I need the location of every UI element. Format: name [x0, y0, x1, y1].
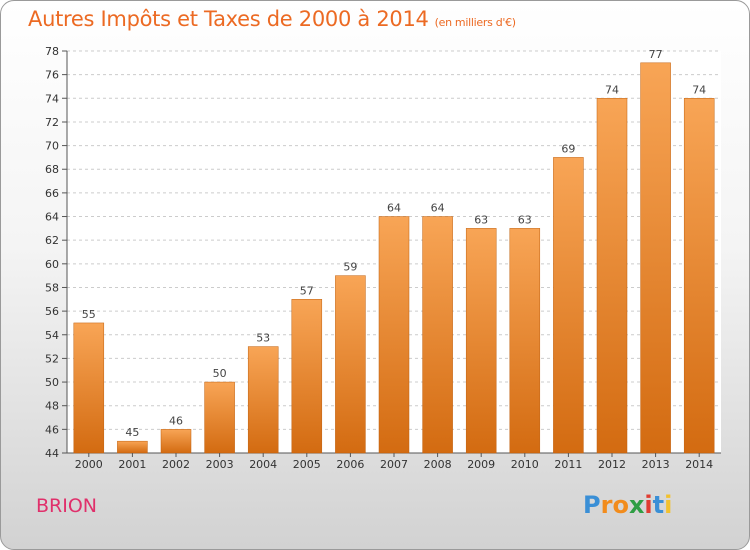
y-tick-label: 70: [45, 140, 59, 153]
x-tick-label: 2009: [467, 458, 495, 471]
x-tick-label: 2010: [511, 458, 539, 471]
bar: [509, 228, 541, 454]
commune-name: BRION: [36, 495, 98, 517]
y-tick-label: 74: [45, 92, 59, 105]
y-tick-label: 56: [45, 305, 59, 318]
bar: [378, 216, 410, 454]
y-tick-label: 46: [45, 423, 59, 436]
x-tick-label: 2004: [249, 458, 277, 471]
x-tick-label: 2005: [293, 458, 321, 471]
bar: [335, 275, 366, 454]
value-label: 45: [125, 426, 139, 439]
x-tick-label: 2007: [380, 458, 408, 471]
y-tick-label: 52: [45, 352, 59, 365]
title-text: Autres Impôts et Taxes de 2000 à 2014: [28, 7, 429, 31]
bar: [553, 157, 584, 454]
x-tick-label: 2003: [206, 458, 234, 471]
logo-letter: i: [644, 491, 653, 519]
y-tick-label: 68: [45, 163, 59, 176]
bar: [683, 98, 715, 454]
x-tick-label: 2006: [336, 458, 364, 471]
value-label: 59: [343, 261, 357, 274]
y-tick-label: 58: [45, 281, 59, 294]
y-tick-label: 78: [45, 45, 59, 58]
y-tick-label: 76: [45, 69, 59, 82]
x-tick-label: 2000: [75, 458, 103, 471]
value-label: 63: [518, 213, 532, 226]
logo-letter: P: [583, 491, 601, 519]
logo-letter: x: [628, 491, 645, 519]
logo-letter: r: [600, 491, 613, 519]
y-tick-label: 66: [45, 187, 59, 200]
value-label: 55: [82, 308, 96, 321]
x-tick-label: 2012: [598, 458, 626, 471]
chart-title: Autres Impôts et Taxes de 2000 à 2014 (en…: [28, 7, 516, 31]
proxiti-logo: Proxiti: [583, 491, 672, 519]
bar: [465, 228, 497, 454]
y-tick-label: 62: [45, 234, 59, 247]
value-label: 74: [605, 83, 619, 96]
value-label: 64: [431, 202, 445, 215]
value-label: 69: [561, 142, 575, 155]
value-label: 53: [256, 332, 270, 345]
bar: [73, 322, 105, 454]
y-tick-label: 44: [45, 447, 59, 460]
x-tick-label: 2014: [685, 458, 713, 471]
x-tick-label: 2001: [118, 458, 146, 471]
value-label: 63: [474, 213, 488, 226]
y-tick-label: 72: [45, 116, 59, 129]
bar: [160, 429, 192, 454]
logo-letter: o: [612, 491, 629, 519]
unit-label: (en milliers d'€): [434, 16, 516, 29]
value-label: 46: [169, 414, 183, 427]
value-label: 64: [387, 202, 401, 215]
y-tick-label: 60: [45, 258, 59, 271]
y-tick-label: 64: [45, 211, 59, 224]
x-tick-label: 2011: [554, 458, 582, 471]
value-label: 57: [300, 284, 314, 297]
y-tick-label: 50: [45, 376, 59, 389]
bar: [422, 216, 453, 454]
logo-letter: t: [652, 491, 665, 519]
x-tick-label: 2008: [424, 458, 452, 471]
bar: [117, 440, 148, 454]
bar: [247, 346, 279, 454]
bar: [291, 299, 323, 454]
bar: [204, 381, 235, 454]
bar: [640, 62, 671, 454]
x-tick-label: 2013: [642, 458, 670, 471]
logo-letter: i: [664, 491, 673, 519]
value-label: 77: [649, 48, 663, 61]
x-tick-label: 2002: [162, 458, 190, 471]
y-tick-label: 54: [45, 329, 59, 342]
y-tick-label: 48: [45, 400, 59, 413]
value-label: 50: [213, 367, 227, 380]
value-label: 74: [692, 83, 706, 96]
bar: [596, 98, 628, 454]
